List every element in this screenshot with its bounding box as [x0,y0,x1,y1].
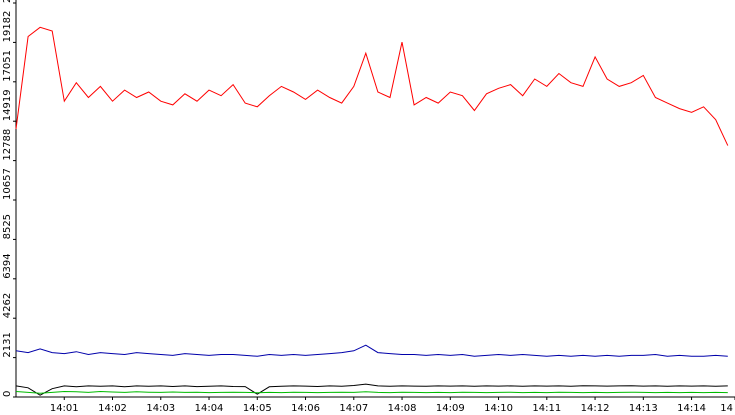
x-tick-label: 14:08 [388,403,417,414]
line [15,26,729,146]
x-tick-label: 14 [720,403,733,414]
y-tick-label: 19182 [2,11,13,43]
x-tick-label: 14:13 [629,403,658,414]
x-tick-label: 14:05 [243,403,272,414]
x-tick-label: 14:11 [532,403,561,414]
line [15,344,728,357]
x-tick-label: 14:07 [339,403,368,414]
y-tick-label: 17051 [2,50,13,82]
x-tick-label: 14:03 [146,403,175,414]
y-tick-label: 14919 [2,89,13,121]
x-tick-label: 14:10 [484,403,513,414]
y-tick-label: 12788 [2,129,13,161]
x-tick-label: 14:04 [195,403,224,414]
x-tick-label: 14:06 [291,403,320,414]
x-tick-label: 14:09 [436,403,465,414]
y-tick-label: 10657 [2,168,13,200]
x-tick-label: 14:14 [677,403,706,414]
y-tick-label: 0 [2,391,13,397]
x-tick-label: 14:01 [50,403,79,414]
x-tick-label: 14:02 [98,403,127,414]
y-tick-label: 8525 [2,214,13,239]
y-tick-label: 2131 [2,332,13,357]
x-tick-label: 14:12 [581,403,610,414]
line [15,390,728,394]
y-tick-label: 6394 [2,253,13,278]
line [15,383,728,396]
y-tick-label: 4262 [2,293,13,318]
